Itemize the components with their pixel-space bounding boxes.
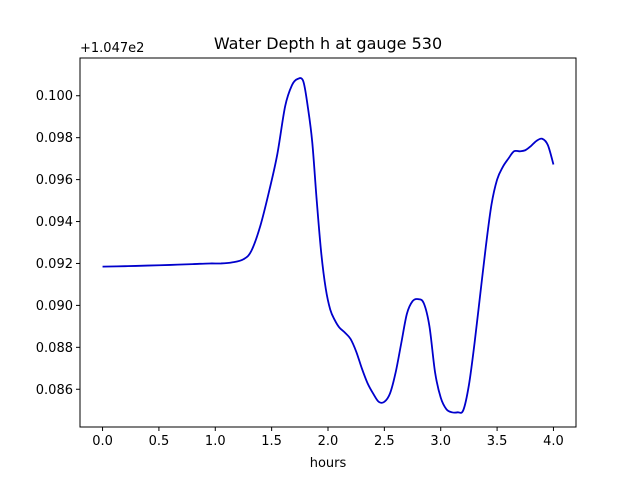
x-tick-label: 3.5 [487,434,508,449]
x-tick-label: 1.0 [205,434,226,449]
y-tick-label: 0.086 [36,383,73,398]
y-tick-label: 0.096 [36,173,73,188]
y-tick-label: 0.100 [36,89,73,104]
x-tick-label: 4.0 [543,434,564,449]
chart-title: Water Depth h at gauge 530 [214,34,442,53]
x-axis-label: hours [310,456,347,471]
x-tick-label: 0.5 [149,434,170,449]
x-tick-label: 0.0 [92,434,113,449]
y-tick-label: 0.092 [36,257,73,272]
y-tick-label: 0.090 [36,299,73,314]
y-offset-label: +1.047e2 [80,41,144,56]
series-line-0 [102,77,555,414]
x-tick-label: 2.5 [374,434,395,449]
y-tick-label: 0.094 [36,215,73,230]
y-tick-label: 0.088 [36,341,73,356]
x-tick-label: 1.5 [261,434,282,449]
y-tick-label: 0.098 [36,131,73,146]
x-tick-label: 3.0 [430,434,451,449]
plot-area: 0.0 0.5 1.0 1.5 2.0 2.5 3.0 3.5 4.0 0.086 0.088 0.0… [36,57,577,449]
x-tick-label: 2.0 [318,434,339,449]
